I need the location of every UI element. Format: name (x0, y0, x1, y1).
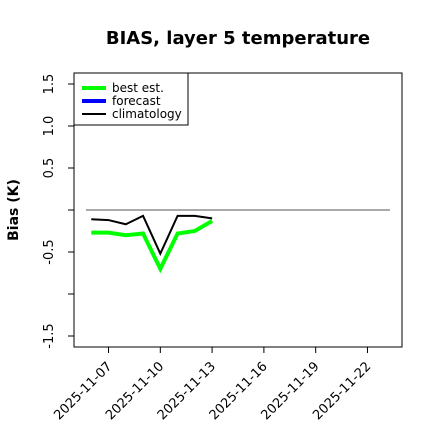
y-tick-label: 1.0 (42, 116, 57, 137)
y-axis-label: Bias (K) (6, 179, 22, 241)
y-tick-label: 0.5 (42, 158, 57, 179)
y-tick-label: 1.5 (42, 74, 57, 95)
legend-label: climatology (112, 107, 182, 121)
y-axis: -1.5 -0.5 0.5 1.0 1.5 (42, 74, 74, 349)
series-line-climatology (91, 214, 213, 257)
y-tick-label: -0.5 (42, 239, 57, 264)
y-tick-label: -1.5 (42, 323, 57, 348)
legend-label: best est. (112, 81, 164, 95)
plot-area (86, 209, 390, 274)
x-axis: 2025-11-072025-11-102025-11-132025-11-16… (51, 347, 374, 423)
series-line-best-est- (91, 219, 214, 274)
chart-title: BIAS, layer 5 temperature (106, 28, 370, 49)
legend-label: forecast (112, 94, 161, 108)
